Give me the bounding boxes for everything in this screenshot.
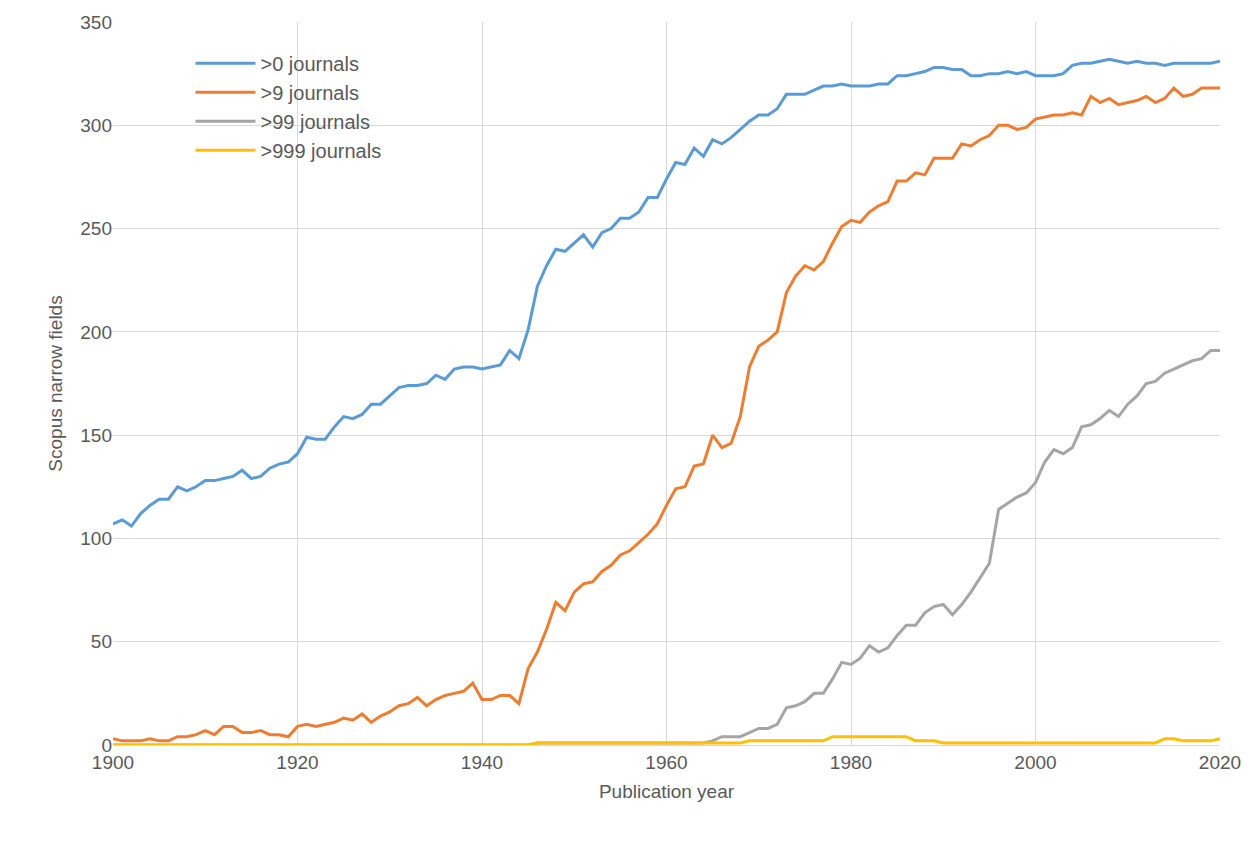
svg-text:150: 150 <box>80 425 112 446</box>
svg-text:1920: 1920 <box>276 752 318 773</box>
svg-text:1960: 1960 <box>645 752 687 773</box>
svg-text:>999 journals: >999 journals <box>260 140 381 162</box>
svg-text:>0 journals: >0 journals <box>260 53 358 75</box>
svg-text:0: 0 <box>101 735 112 756</box>
svg-text:50: 50 <box>91 631 112 652</box>
svg-text:100: 100 <box>80 528 112 549</box>
svg-text:350: 350 <box>80 12 112 33</box>
svg-text:1900: 1900 <box>92 752 134 773</box>
svg-text:300: 300 <box>80 115 112 136</box>
svg-text:250: 250 <box>80 218 112 239</box>
svg-text:1980: 1980 <box>830 752 872 773</box>
svg-text:Scopus narrow fields: Scopus narrow fields <box>45 295 66 471</box>
svg-text:Publication year: Publication year <box>599 781 735 802</box>
svg-text:1940: 1940 <box>461 752 503 773</box>
svg-text:>9 journals: >9 journals <box>260 82 358 104</box>
svg-text:2000: 2000 <box>1014 752 1056 773</box>
svg-text:2020: 2020 <box>1199 752 1241 773</box>
svg-text:>99 journals: >99 journals <box>260 111 370 133</box>
svg-text:200: 200 <box>80 322 112 343</box>
